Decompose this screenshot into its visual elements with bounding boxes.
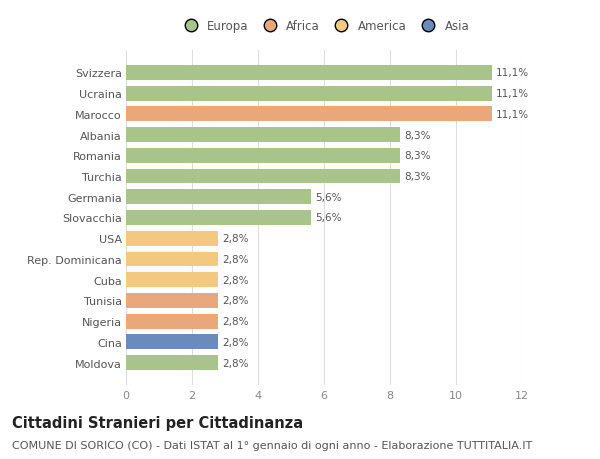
Text: 11,1%: 11,1% <box>496 110 529 119</box>
Bar <box>126 190 311 205</box>
Text: 8,3%: 8,3% <box>404 130 430 140</box>
Bar <box>126 86 493 101</box>
Bar <box>126 149 400 163</box>
Text: 2,8%: 2,8% <box>223 234 249 244</box>
Text: Cittadini Stranieri per Cittadinanza: Cittadini Stranieri per Cittadinanza <box>12 415 303 431</box>
Text: COMUNE DI SORICO (CO) - Dati ISTAT al 1° gennaio di ogni anno - Elaborazione TUT: COMUNE DI SORICO (CO) - Dati ISTAT al 1°… <box>12 440 532 450</box>
Bar <box>126 293 218 308</box>
Text: 8,3%: 8,3% <box>404 172 430 182</box>
Text: 2,8%: 2,8% <box>223 337 249 347</box>
Bar <box>126 169 400 184</box>
Text: 2,8%: 2,8% <box>223 296 249 306</box>
Bar <box>126 314 218 329</box>
Bar <box>126 107 493 122</box>
Text: 2,8%: 2,8% <box>223 317 249 326</box>
Bar <box>126 273 218 287</box>
Text: 11,1%: 11,1% <box>496 68 529 78</box>
Bar <box>126 252 218 267</box>
Text: 2,8%: 2,8% <box>223 358 249 368</box>
Bar <box>126 128 400 143</box>
Text: 2,8%: 2,8% <box>223 254 249 264</box>
Text: 2,8%: 2,8% <box>223 275 249 285</box>
Bar <box>126 66 493 81</box>
Bar <box>126 211 311 225</box>
Text: 11,1%: 11,1% <box>496 89 529 99</box>
Text: 5,6%: 5,6% <box>315 192 341 202</box>
Bar <box>126 335 218 350</box>
Text: 8,3%: 8,3% <box>404 151 430 161</box>
Legend: Europa, Africa, America, Asia: Europa, Africa, America, Asia <box>175 16 473 36</box>
Text: 5,6%: 5,6% <box>315 213 341 223</box>
Bar <box>126 231 218 246</box>
Bar <box>126 355 218 370</box>
